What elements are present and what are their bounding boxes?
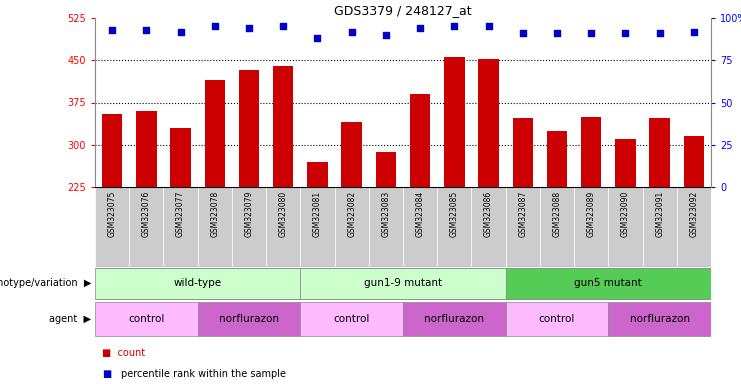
Point: [380, 32, 392, 38]
Bar: [342, 122, 362, 187]
Text: norflurazon: norflurazon: [630, 314, 690, 324]
Text: GSM323081: GSM323081: [313, 191, 322, 237]
Bar: [95, 302, 198, 336]
Bar: [239, 70, 259, 187]
Bar: [170, 128, 191, 187]
Text: GSM323076: GSM323076: [142, 191, 151, 237]
Point: [277, 23, 289, 30]
Text: GSM323088: GSM323088: [553, 191, 562, 237]
Bar: [444, 58, 465, 187]
Bar: [95, 187, 129, 267]
Bar: [334, 187, 369, 267]
Text: GSM323089: GSM323089: [587, 191, 596, 237]
Text: GSM323080: GSM323080: [279, 191, 288, 237]
Point: [209, 23, 221, 30]
Text: agent  ▶: agent ▶: [50, 314, 91, 324]
Bar: [198, 302, 300, 336]
Point: [414, 25, 426, 31]
Bar: [505, 302, 608, 336]
Text: GSM323090: GSM323090: [621, 191, 630, 237]
Bar: [369, 187, 403, 267]
Text: GSM323091: GSM323091: [655, 191, 664, 237]
Bar: [505, 268, 711, 300]
Point: [448, 23, 460, 30]
Bar: [684, 136, 704, 187]
Bar: [266, 187, 300, 267]
Point: [585, 30, 597, 36]
Bar: [95, 268, 300, 300]
Bar: [205, 80, 225, 187]
Text: percentile rank within the sample: percentile rank within the sample: [121, 369, 286, 379]
Text: norflurazon: norflurazon: [425, 314, 485, 324]
Text: GSM323077: GSM323077: [176, 191, 185, 237]
Text: ■: ■: [102, 369, 112, 379]
Bar: [410, 94, 431, 187]
Bar: [102, 114, 122, 187]
Text: GSM323078: GSM323078: [210, 191, 219, 237]
Text: GSM323082: GSM323082: [348, 191, 356, 237]
Bar: [403, 187, 437, 267]
Text: gun5 mutant: gun5 mutant: [574, 278, 642, 288]
Point: [619, 30, 631, 36]
Text: wild-type: wild-type: [173, 278, 222, 288]
Point: [482, 23, 494, 30]
Bar: [437, 187, 471, 267]
Text: control: control: [333, 314, 370, 324]
Bar: [273, 66, 293, 187]
Point: [551, 30, 563, 36]
Point: [106, 27, 118, 33]
Bar: [642, 187, 677, 267]
Text: GSM323092: GSM323092: [689, 191, 698, 237]
Point: [311, 35, 323, 41]
Bar: [478, 59, 499, 187]
Bar: [471, 187, 505, 267]
Title: GDS3379 / 248127_at: GDS3379 / 248127_at: [334, 4, 472, 17]
Text: control: control: [539, 314, 575, 324]
Bar: [164, 187, 198, 267]
Bar: [300, 268, 505, 300]
Bar: [300, 187, 334, 267]
Bar: [649, 118, 670, 187]
Bar: [581, 117, 602, 187]
Text: GSM323087: GSM323087: [518, 191, 528, 237]
Bar: [547, 131, 568, 187]
Bar: [403, 302, 505, 336]
Bar: [608, 302, 711, 336]
Bar: [677, 187, 711, 267]
Bar: [232, 187, 266, 267]
Point: [688, 28, 700, 35]
Point: [654, 30, 665, 36]
Text: control: control: [128, 314, 165, 324]
Text: GSM323086: GSM323086: [484, 191, 493, 237]
Bar: [376, 152, 396, 187]
Text: GSM323084: GSM323084: [416, 191, 425, 237]
Point: [175, 28, 187, 35]
Bar: [608, 187, 642, 267]
Bar: [308, 162, 328, 187]
Bar: [129, 187, 164, 267]
Bar: [540, 187, 574, 267]
Text: GSM323083: GSM323083: [382, 191, 391, 237]
Point: [346, 28, 358, 35]
Bar: [505, 187, 540, 267]
Text: ■  count: ■ count: [102, 348, 145, 358]
Bar: [513, 118, 533, 187]
Point: [243, 25, 255, 31]
Text: genotype/variation  ▶: genotype/variation ▶: [0, 278, 91, 288]
Bar: [300, 302, 403, 336]
Bar: [198, 187, 232, 267]
Text: GSM323075: GSM323075: [107, 191, 116, 237]
Text: GSM323079: GSM323079: [245, 191, 253, 237]
Point: [517, 30, 529, 36]
Bar: [574, 187, 608, 267]
Text: norflurazon: norflurazon: [219, 314, 279, 324]
Text: GSM323085: GSM323085: [450, 191, 459, 237]
Text: gun1-9 mutant: gun1-9 mutant: [364, 278, 442, 288]
Bar: [615, 139, 636, 187]
Bar: [136, 111, 156, 187]
Point: [140, 27, 152, 33]
